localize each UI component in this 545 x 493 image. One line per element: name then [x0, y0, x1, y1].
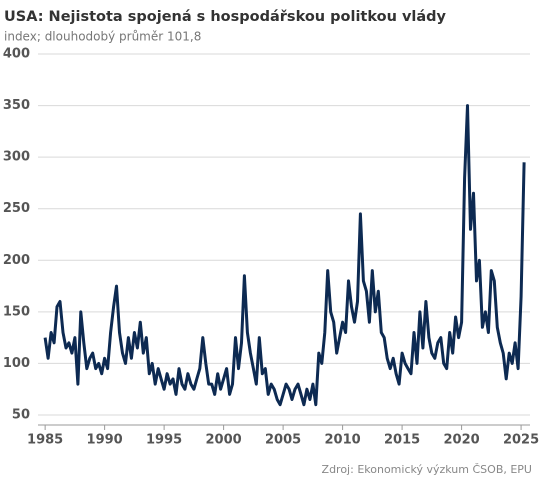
- y-tick-label: 150: [3, 304, 30, 319]
- x-tick-label: 2020: [443, 433, 479, 448]
- source: Zdroj: Ekonomický výzkum ČSOB, EPU: [322, 463, 532, 476]
- x-tick-label: 1985: [27, 433, 63, 448]
- y-tick-label: 50: [12, 408, 30, 423]
- y-tick-label: 400: [3, 47, 30, 62]
- x-tick-label: 1990: [87, 433, 123, 448]
- x-tick-label: 2005: [265, 433, 301, 448]
- x-tick-label: 2015: [384, 433, 420, 448]
- x-tick-label: 2025: [503, 433, 539, 448]
- x-tick-label: 1995: [146, 433, 182, 448]
- chart-title: USA: Nejistota spojená s hospodářskou po…: [4, 9, 447, 25]
- x-tick-label: 2010: [325, 433, 361, 448]
- chart-subtitle: index; dlouhodobý průměr 101,8: [4, 30, 201, 44]
- y-tick-label: 300: [3, 150, 30, 165]
- y-tick-label: 200: [3, 253, 30, 268]
- data-line: [43, 104, 526, 407]
- y-tick-label: 250: [3, 201, 30, 216]
- y-tick-label: 100: [3, 356, 30, 371]
- x-tick-label: 2000: [206, 433, 242, 448]
- y-tick-label: 350: [3, 98, 30, 113]
